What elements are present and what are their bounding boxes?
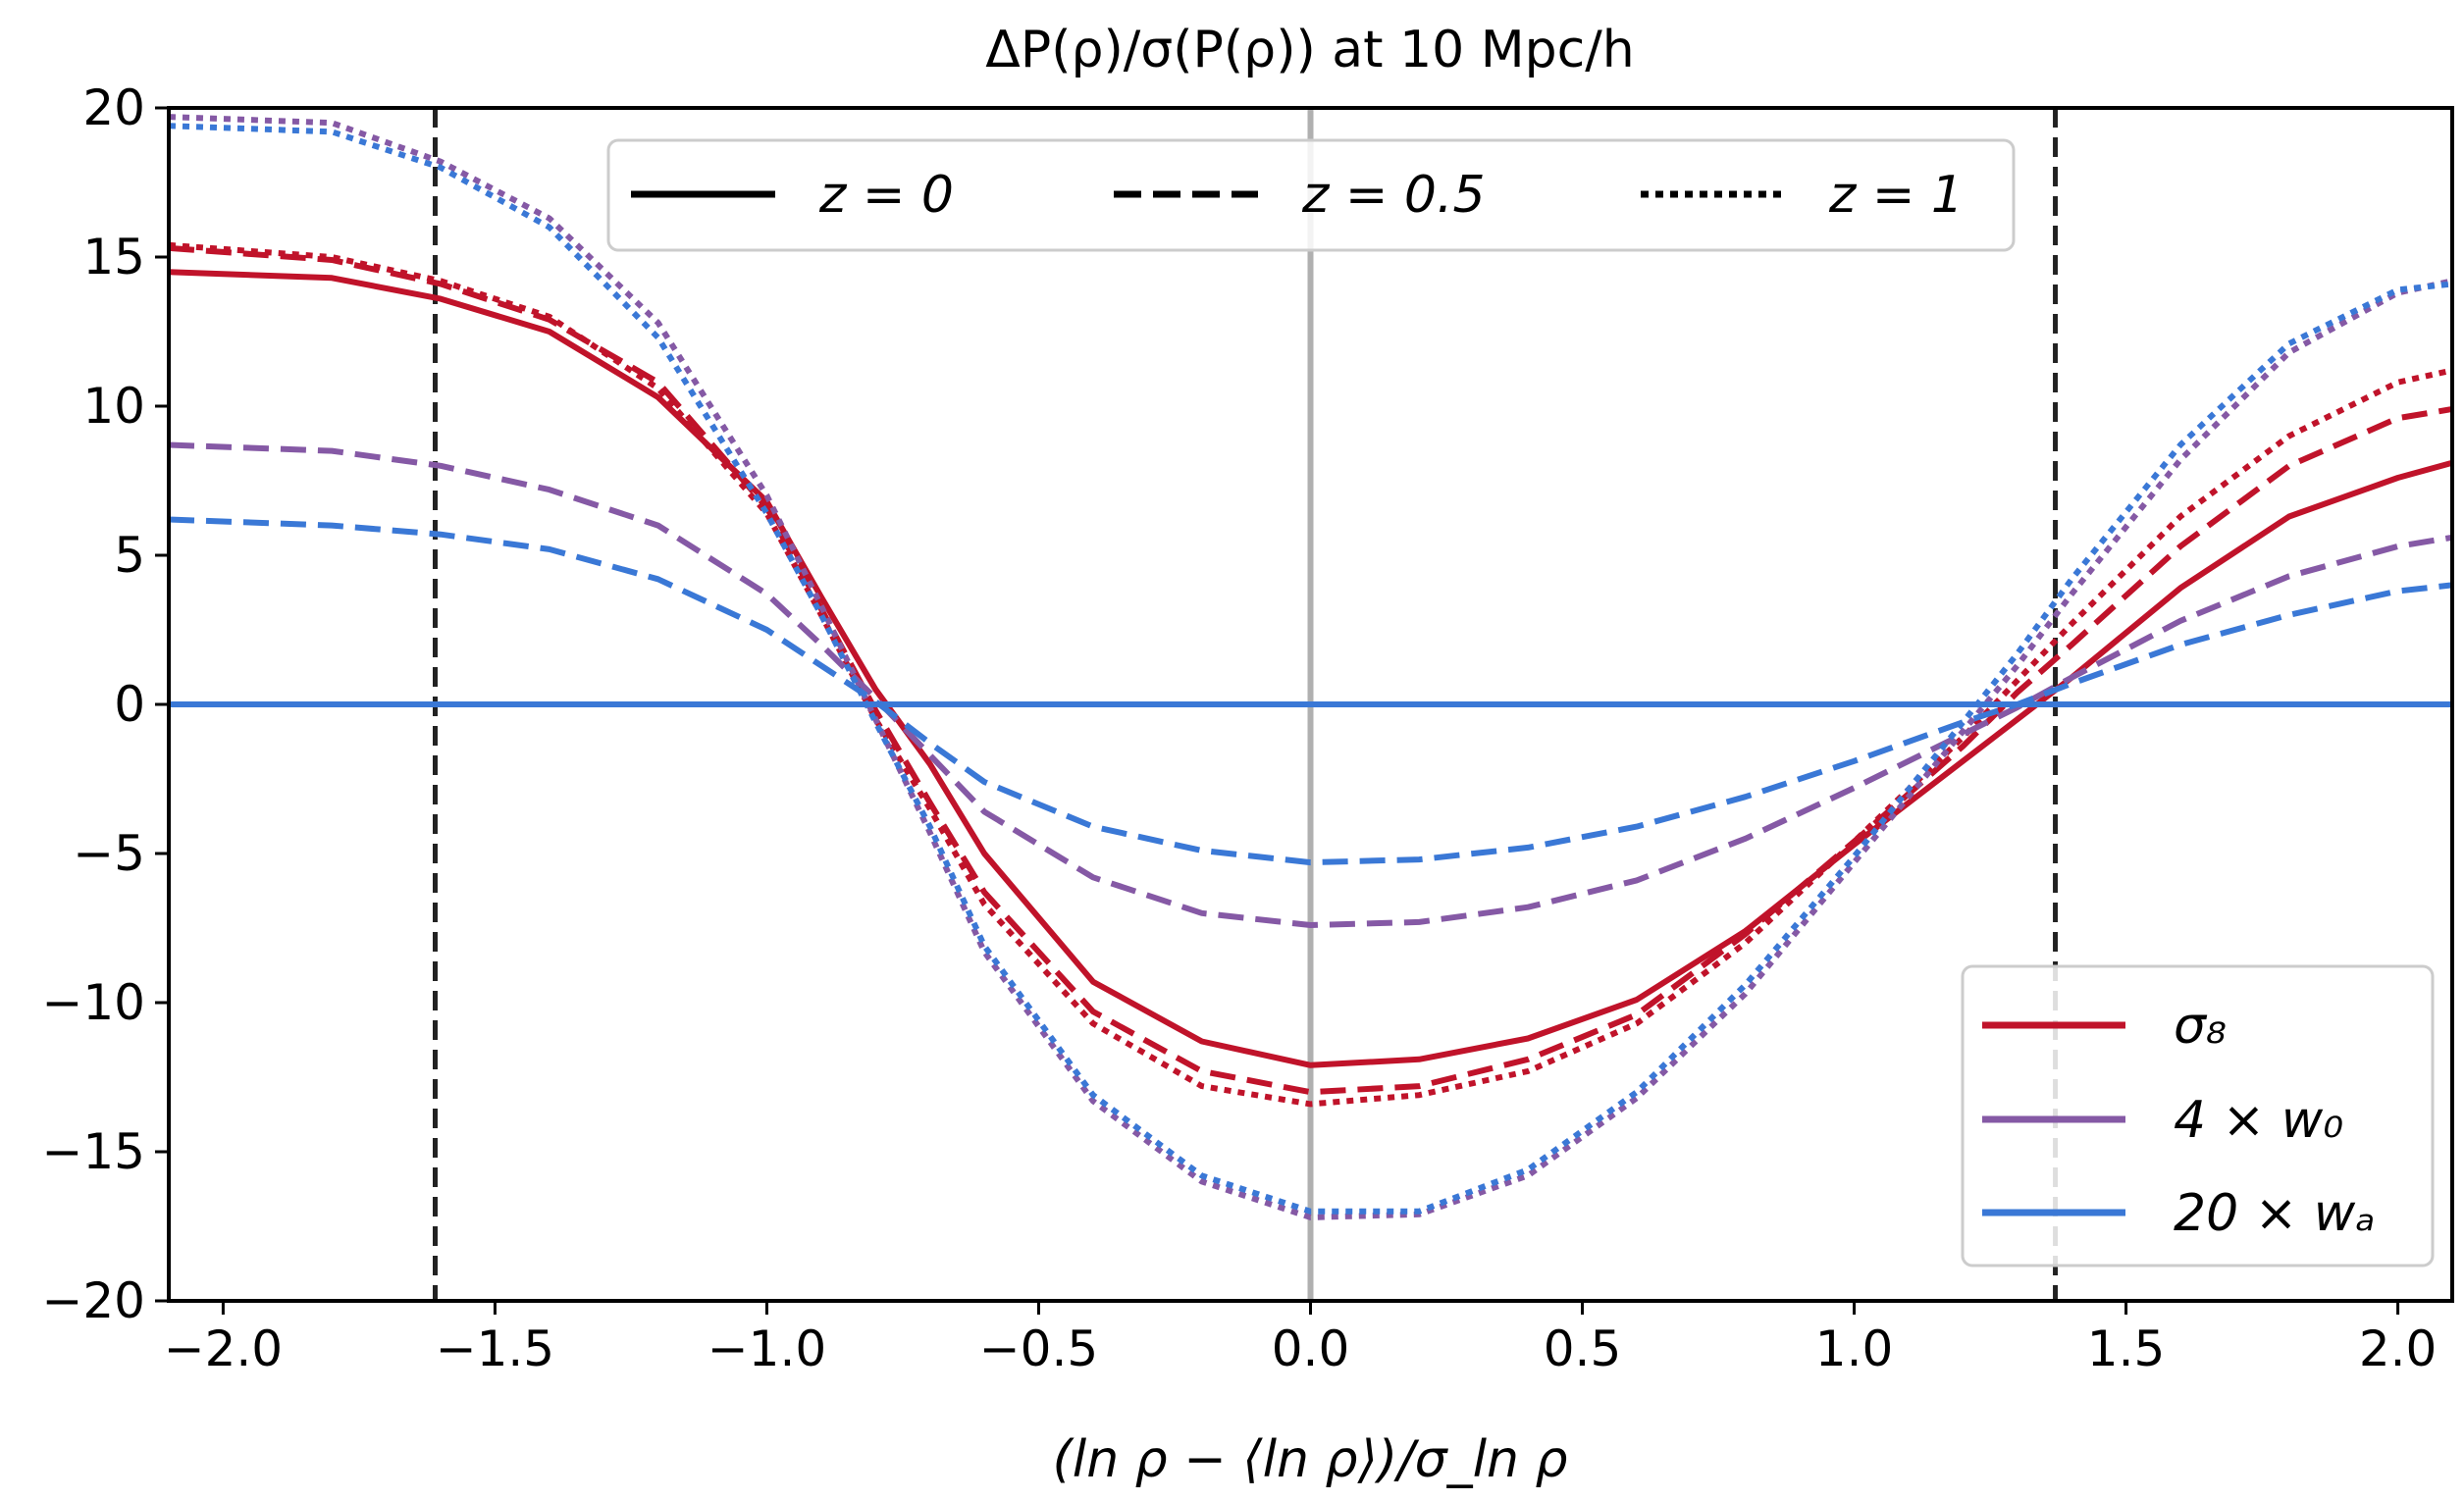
- legend-linestyle: z = 0 z = 0.5 z = 1: [606, 138, 2016, 252]
- legend-parameter-label: 4 × w₀: [2174, 1091, 2343, 1150]
- series-line-4: [169, 441, 2452, 928]
- series-group: [169, 114, 2452, 1220]
- series-line-8: [169, 123, 2452, 1215]
- series-line-1: [169, 244, 2452, 1096]
- legend-linestyle-box: [606, 138, 2016, 252]
- y-tick-label: −10: [41, 974, 145, 1031]
- legend-parameter-label: 20 × wₐ: [2174, 1184, 2376, 1243]
- chart-title: ΔP(ρ)/σ(P(ρ)) at 10 Mpc/h: [985, 21, 1634, 79]
- legend-linestyle-label: z = 0: [818, 166, 954, 225]
- legend-linestyle-label: z = 1: [1828, 166, 1964, 225]
- legend-parameter-label: σ₈: [2174, 997, 2227, 1056]
- x-tick-label: 0.0: [1272, 1320, 1350, 1377]
- y-tick-label: 20: [82, 79, 145, 136]
- x-tick-label: 0.5: [1544, 1320, 1622, 1377]
- y-tick-label: 0: [114, 676, 145, 733]
- y-tick-label: 5: [114, 527, 145, 584]
- y-tick-label: 10: [82, 378, 145, 435]
- series-line-5: [169, 114, 2452, 1220]
- y-tick-label: −5: [73, 825, 145, 882]
- x-tick-label: −2.0: [164, 1320, 283, 1377]
- legend-parameter: σ₈ 4 × w₀ 20 × wₐ: [1961, 964, 2435, 1268]
- y-tick-label: −20: [41, 1272, 145, 1329]
- x-tick-label: −1.5: [436, 1320, 554, 1377]
- x-tick-label: 1.0: [1815, 1320, 1894, 1377]
- series-line-2: [169, 241, 2452, 1108]
- series-line-7: [169, 516, 2452, 866]
- y-tick-label: −15: [41, 1123, 145, 1180]
- y-axis: 20 15 10 5 0 −5 −10 −15 −20: [41, 79, 169, 1329]
- legend-linestyle-label: z = 0.5: [1301, 166, 1486, 225]
- x-tick-label: −0.5: [979, 1320, 1098, 1377]
- x-tick-label: 1.5: [2087, 1320, 2166, 1377]
- x-axis-label: (ln ρ − ⟨ln ρ⟩)/σ_ln ρ: [1052, 1430, 1567, 1489]
- legend-parameter-box: [1961, 964, 2435, 1268]
- x-tick-label: −1.0: [708, 1320, 826, 1377]
- x-axis: −2.0 −1.5 −1.0 −0.5 0.0 0.5 1.0 1.5 2.0: [164, 1301, 2438, 1377]
- x-tick-label: 2.0: [2359, 1320, 2438, 1377]
- y-tick-label: 15: [82, 229, 145, 285]
